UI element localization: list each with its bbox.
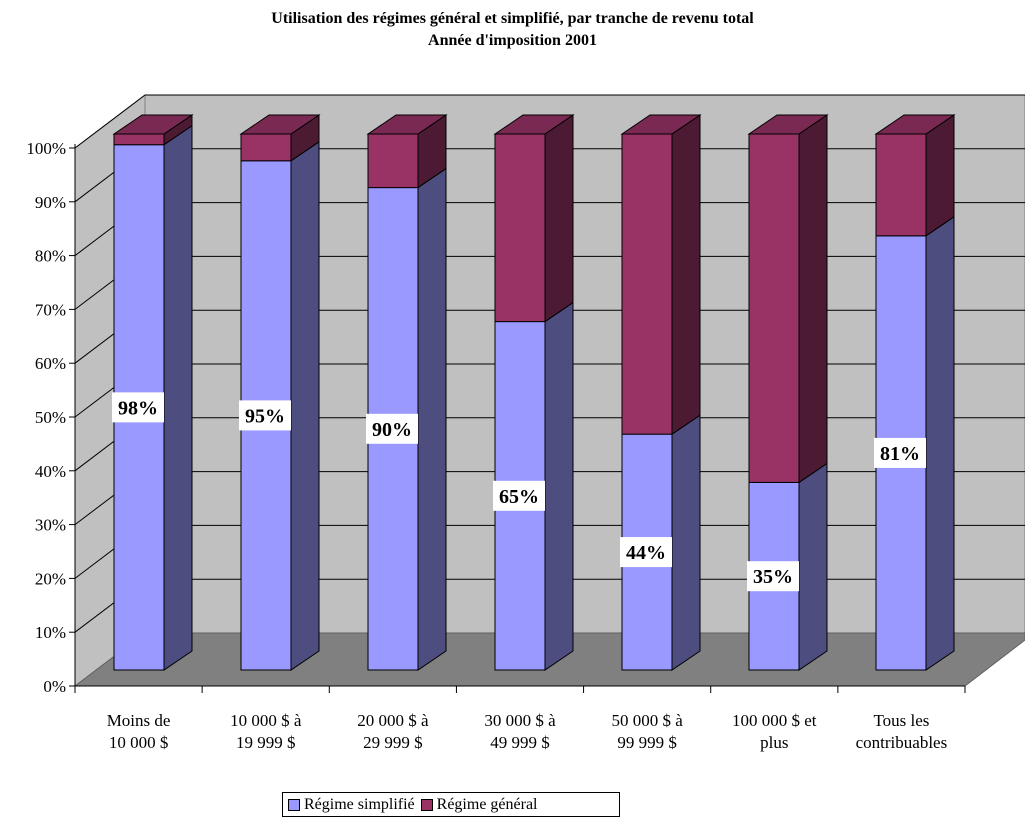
x-tick-label: 10 000 $ à [230, 711, 302, 730]
bar-top-general [112, 114, 194, 135]
y-tick-label: 70% [35, 300, 66, 319]
data-label-bg [112, 392, 164, 423]
legend-swatch-simplifie [288, 798, 300, 811]
bar-group: 90% [366, 114, 448, 671]
bar-top-general [747, 114, 829, 135]
bar-segment-general [494, 133, 546, 323]
data-label: 95% [245, 405, 285, 427]
data-label: 98% [118, 397, 158, 419]
bar-top-general [493, 114, 575, 135]
bar-top-general [366, 114, 448, 135]
chart-title: Utilisation des régimes général et simpl… [271, 10, 754, 27]
bar-top-general [874, 114, 956, 135]
chart-subtitle: Année d'imposition 2001 [428, 32, 597, 49]
data-label: 65% [499, 486, 539, 508]
bar-group: 35% [747, 114, 829, 671]
data-label: 35% [753, 566, 793, 588]
chart-legend: Régime simplifié Régime général [282, 792, 620, 817]
bar-segment-general [875, 133, 927, 237]
legend-label-simplifie: Régime simplifié [304, 795, 415, 813]
x-tick-label: 49 999 $ [490, 733, 550, 752]
bar-side-simplifie [925, 215, 955, 671]
bar-side-simplifie [417, 167, 447, 671]
stacked-bar-chart: 0% 10% 20% 30% 40% 50% 60% 70% 80% 90% 100% 98% Moin… [26, 93, 1025, 752]
bar-segment-general [367, 133, 419, 189]
bar-group: 65% [493, 114, 575, 671]
x-tick-label: 100 000 $ et [732, 711, 817, 730]
gridline-side [74, 94, 146, 149]
bar-side-general [798, 114, 828, 484]
bar-side-simplifie [798, 462, 828, 671]
x-tick-label: 30 000 $ à [484, 711, 556, 730]
bar-top-general [239, 114, 321, 135]
x-tick-label: 19 999 $ [236, 733, 296, 752]
y-tick-label: 90% [35, 193, 66, 212]
data-label-bg [874, 437, 926, 468]
bar-segment-general [621, 133, 673, 435]
y-tick-label: 30% [35, 516, 66, 535]
y-tick-label: 100% [26, 139, 66, 158]
y-tick-label: 60% [35, 354, 66, 373]
bar-side-simplifie [290, 140, 320, 671]
x-tick-label: 99 999 $ [617, 733, 677, 752]
y-tick-label: 10% [35, 623, 66, 642]
y-tick-label: 20% [35, 569, 66, 588]
bar-segment-general [748, 133, 800, 483]
y-tick-label: 40% [35, 462, 66, 481]
x-tick-label: 50 000 $ à [611, 711, 683, 730]
bar-side-simplifie [671, 414, 701, 671]
x-tick-label: plus [760, 733, 788, 752]
x-tick-label: Moins de [107, 711, 171, 730]
bar-top-general [620, 114, 702, 135]
bar-side-general [671, 114, 701, 436]
x-tick-label: 20 000 $ à [357, 711, 429, 730]
legend-swatch-general [420, 798, 433, 811]
data-label-bg [620, 537, 672, 568]
data-label-bg [747, 561, 799, 592]
bar-group: 95% [239, 114, 321, 671]
bar-segment-general [240, 133, 292, 162]
bar-side-general [925, 114, 955, 237]
bar-segment-general [113, 133, 165, 146]
bar-side-general [544, 114, 574, 323]
data-label-bg [239, 400, 291, 431]
bar-side-simplifie [544, 301, 574, 671]
data-label-bg [493, 480, 545, 511]
data-label: 90% [372, 419, 412, 441]
data-label: 44% [626, 542, 666, 564]
bar-group: 44% [620, 114, 702, 671]
y-tick-label: 0% [43, 677, 66, 696]
x-tick-label: contribuables [856, 733, 948, 752]
legend-item-general: Régime général [420, 795, 538, 814]
y-tick-label: 80% [35, 247, 66, 266]
bar-group: 81% [874, 114, 956, 671]
bar-side-simplifie [163, 124, 193, 671]
data-label: 81% [880, 443, 920, 465]
y-tick-label: 50% [35, 408, 66, 427]
x-tick-label: Tous les [873, 711, 929, 730]
bar-group: 98% [112, 114, 194, 671]
data-label-bg [366, 413, 418, 444]
legend-item-simplifie: Régime simplifié [288, 796, 415, 814]
x-tick-label: 29 999 $ [363, 733, 423, 752]
x-tick-label: 10 000 $ [109, 733, 169, 752]
legend-label-general: Régime général [436, 795, 538, 813]
